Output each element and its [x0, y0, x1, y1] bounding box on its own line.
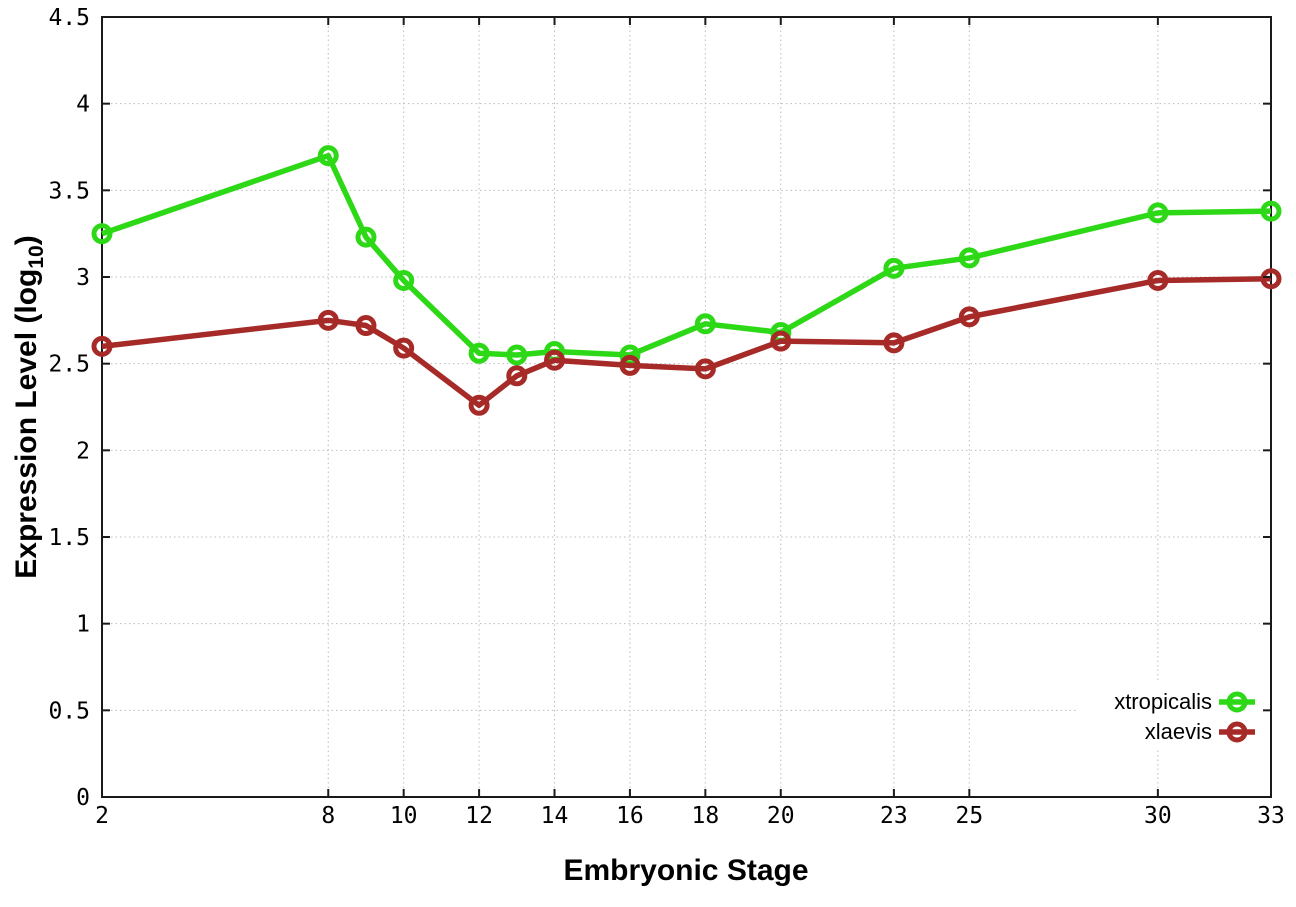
y-tick-label: 2: [76, 438, 90, 464]
y-axis-label-subscript: 10: [25, 245, 48, 268]
x-tick-label: 18: [692, 803, 720, 829]
tick-labels: 2 8 10 12 14 16 18 20 23 25 30 33 0 0.5 1 1.5 2 2.5 3 3.5 4 4…: [48, 5, 1284, 829]
x-tick-label: 20: [767, 803, 795, 829]
data-point-marker: [355, 315, 377, 337]
plot-border: [101, 16, 1272, 798]
x-axis-label: Embryonic Stage: [563, 854, 808, 887]
data-point-marker: [317, 145, 339, 167]
data-point-marker: [883, 332, 905, 354]
x-tick-label: 23: [880, 803, 908, 829]
data-point-marker: [883, 257, 905, 279]
data-point-marker: [1260, 268, 1282, 290]
y-tick-label: 4: [76, 92, 90, 118]
data-point-marker: [91, 335, 113, 357]
data-point-marker: [317, 309, 339, 331]
data-point-marker: [1147, 269, 1169, 291]
data-point-marker: [393, 269, 415, 291]
data-point-marker: [91, 223, 113, 245]
data-point-marker: [468, 394, 490, 416]
data-point-marker: [355, 226, 377, 248]
data-point-marker: [958, 306, 980, 328]
y-tick-label: 2.5: [48, 352, 90, 378]
series-line-xlaevis: [101, 275, 1272, 409]
y-tick-label: 0: [76, 785, 90, 811]
legend-label-xlaevis: xlaevis: [1145, 719, 1212, 744]
x-tick-label: 25: [955, 803, 983, 829]
data-point-marker: [694, 313, 716, 335]
x-tick-label: 33: [1257, 803, 1285, 829]
data-point-marker: [619, 354, 641, 376]
x-tick-label: 12: [465, 803, 493, 829]
series-xlaevis: [91, 268, 1282, 416]
legend: xtropicalis xlaevis: [1078, 683, 1269, 749]
y-axis-label: Expression Level (log10): [10, 235, 48, 578]
x-tick-label: 30: [1144, 803, 1172, 829]
x-tick-label: 14: [541, 803, 569, 829]
series-xtropicalis: [91, 145, 1282, 366]
data-point-marker: [1147, 202, 1169, 224]
x-tick-label: 16: [616, 803, 644, 829]
gridlines: [102, 17, 1271, 797]
data-point-marker: [1260, 200, 1282, 222]
data-point-marker: [544, 349, 566, 371]
y-tick-label: 0.5: [48, 698, 90, 724]
x-tick-label: 2: [95, 803, 109, 829]
data-point-marker: [958, 247, 980, 269]
x-tick-label: 10: [390, 803, 418, 829]
legend-marker-sample: [1226, 691, 1248, 713]
y-tick-label: 3.5: [48, 178, 90, 204]
data-point-marker: [694, 358, 716, 380]
y-tick-label: 3: [76, 265, 90, 291]
y-tick-label: 1: [76, 612, 90, 638]
x-tick-label: 8: [321, 803, 335, 829]
series-layer: [91, 145, 1282, 416]
data-point-marker: [506, 344, 528, 366]
data-point-marker: [468, 342, 490, 364]
y-tick-label: 1.5: [48, 525, 90, 551]
y-axis-label-main: Expression Level (log: [10, 269, 43, 579]
y-tick-label: 4.5: [48, 5, 90, 31]
legend-item-xlaevis: xlaevis: [1145, 719, 1255, 744]
data-point-marker: [506, 365, 528, 387]
axis-ticks: [101, 16, 1272, 798]
y-axis-label-close: ): [10, 235, 43, 245]
legend-marker-sample: [1226, 721, 1248, 743]
data-point-marker: [393, 337, 415, 359]
data-point-marker: [770, 330, 792, 352]
legend-item-xtropicalis: xtropicalis: [1114, 689, 1255, 714]
legend-label-xtropicalis: xtropicalis: [1114, 689, 1212, 714]
